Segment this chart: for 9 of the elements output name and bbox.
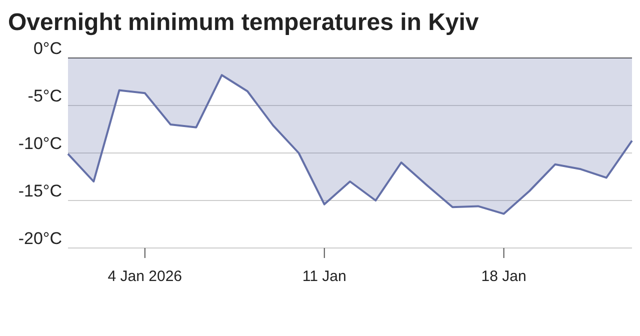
x-tick-label: 18 Jan bbox=[481, 268, 526, 285]
y-tick-label: -15°C bbox=[18, 182, 62, 200]
y-tick-label: -20°C bbox=[18, 229, 62, 248]
y-tick-label: 0°C bbox=[33, 39, 62, 58]
y-tick-label: -5°C bbox=[28, 86, 62, 106]
x-tick-label: 11 Jan bbox=[302, 268, 346, 285]
x-tick-label: 4 Jan 2026 bbox=[108, 268, 182, 285]
y-tick-label: -10°C bbox=[18, 134, 62, 153]
chart-title: Overnight minimum temperatures in Kyiv bbox=[8, 9, 480, 36]
